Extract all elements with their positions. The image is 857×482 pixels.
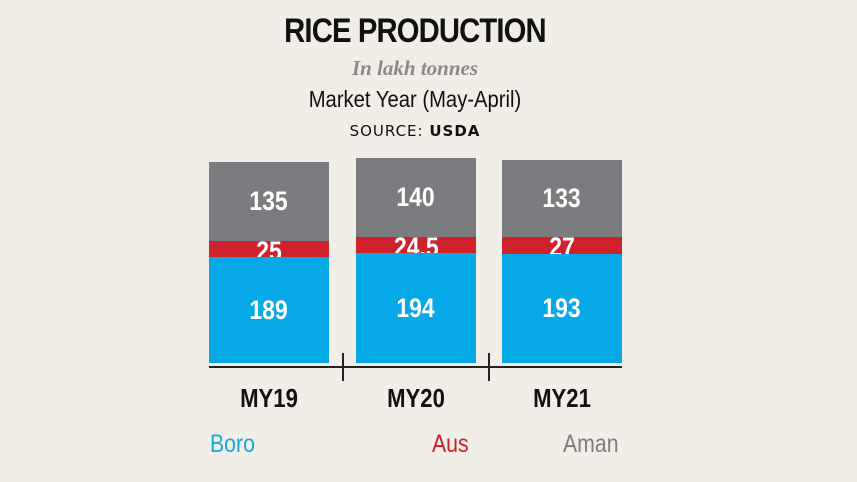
bar-my21: 133 27 193 [502,160,622,363]
value-label: 189 [249,294,289,325]
x-label-my20: MY20 [387,383,445,413]
source-line: SOURCE: USDA [0,122,830,140]
source-label: SOURCE: [349,122,430,140]
source-value: USDA [429,122,481,140]
segment-aman: 133 [502,160,622,237]
segment-boro: 193 [502,254,622,363]
value-label: 194 [396,292,436,323]
period-subtitle: Market Year (May-April) [308,86,522,112]
legend-aus: Aus [432,430,469,458]
x-label-my21: MY21 [533,383,591,413]
segment-aman: 140 [356,158,476,237]
value-label: 193 [542,293,582,323]
value-label: 133 [542,183,582,213]
x-label-my19: MY19 [240,383,298,413]
chart-title: RICE PRODUCTION [284,12,547,50]
segment-aus: 24.5 [356,232,476,262]
segment-aus: 27 [502,232,622,262]
value-label: 140 [396,182,436,212]
x-axis-line [209,366,622,368]
axis-tick [488,353,490,381]
segment-boro: 194 [356,253,476,363]
bar-my19: 135 25 189 [209,162,329,363]
segment-aman: 135 [209,162,329,241]
unit-subtitle: In lakh tonnes [351,56,479,80]
bar-my20: 140 24.5 194 [356,158,476,363]
axis-tick [342,353,344,381]
segment-boro: 189 [209,257,329,363]
legend-aman: Aman [563,430,619,458]
segment-aus: 25 [209,236,329,266]
value-label: 135 [249,186,289,216]
legend-boro: Boro [210,430,255,458]
